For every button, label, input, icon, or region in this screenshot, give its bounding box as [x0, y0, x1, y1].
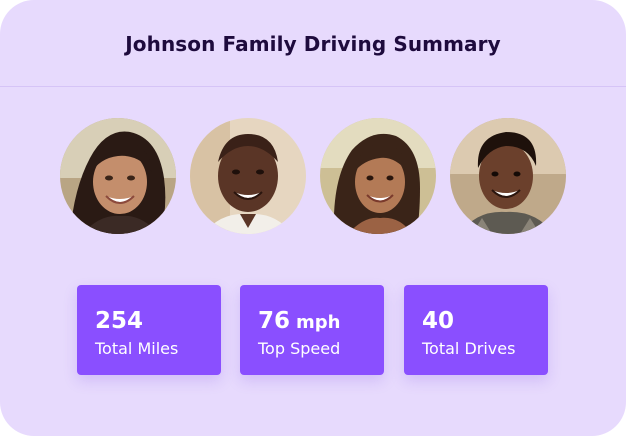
family-avatars: [0, 118, 626, 236]
stat-total-drives: 40 Total Drives: [404, 285, 548, 375]
stat-label: Total Drives: [422, 339, 516, 358]
stat-value: 76 mph: [258, 307, 340, 337]
header-divider: [0, 86, 626, 87]
avatar-son[interactable]: [450, 118, 566, 234]
stat-total-miles: 254 Total Miles: [77, 285, 221, 375]
boy-portrait-icon: [450, 118, 566, 234]
avatar-mother[interactable]: [60, 118, 176, 234]
page-title: Johnson Family Driving Summary: [125, 32, 501, 56]
man-portrait-icon: [190, 118, 306, 234]
stat-value: 40: [422, 307, 454, 335]
woman-portrait-icon: [60, 118, 176, 234]
stat-value: 254: [95, 307, 143, 335]
stat-label: Top Speed: [258, 339, 341, 358]
girl-portrait-icon: [320, 118, 436, 234]
stat-number: 254: [95, 308, 144, 334]
avatar-daughter[interactable]: [320, 118, 436, 234]
avatar-father[interactable]: [190, 118, 306, 234]
stat-label: Total Miles: [95, 339, 179, 358]
stat-unit: mph: [296, 312, 341, 333]
stat-top-speed: 76 mph Top Speed: [240, 285, 384, 375]
stat-number: 76: [258, 308, 291, 334]
stat-number: 40: [422, 308, 455, 334]
